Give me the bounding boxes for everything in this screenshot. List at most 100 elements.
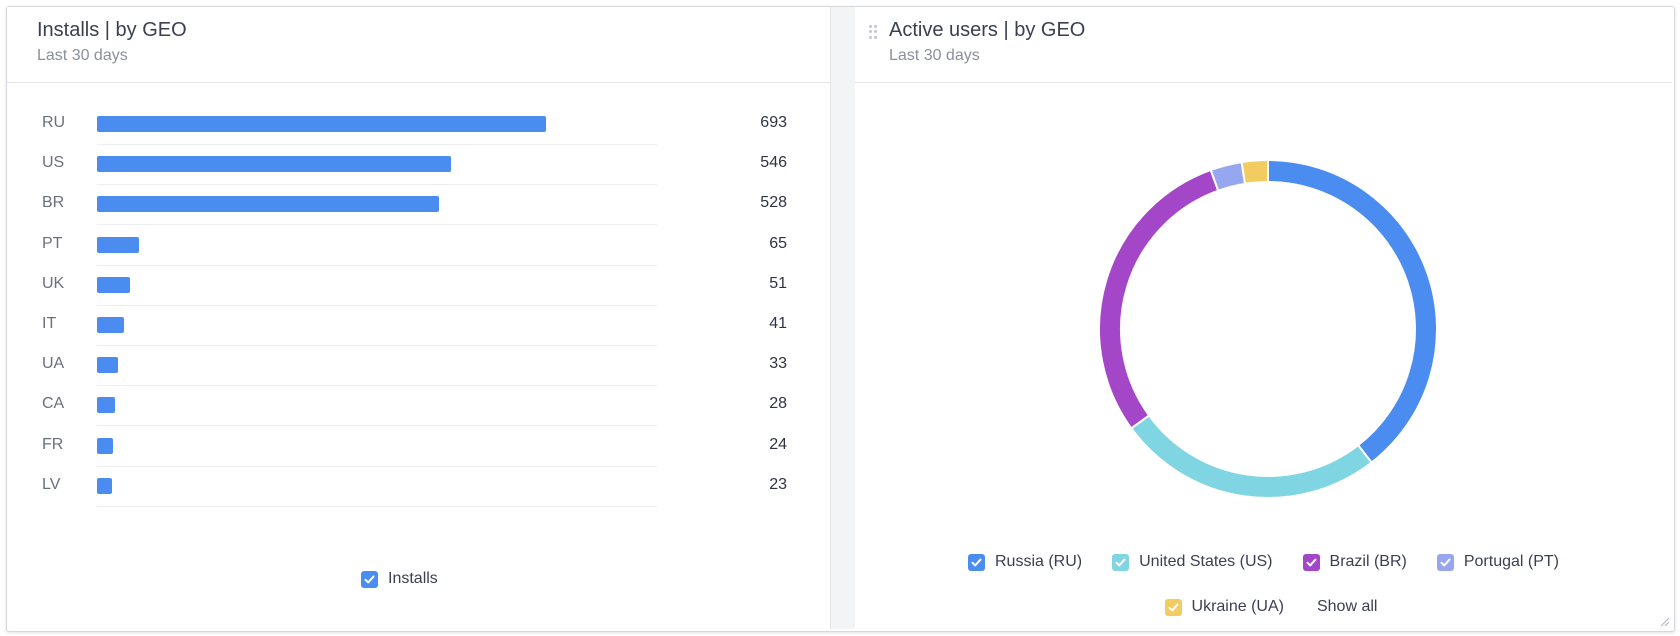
panel-divider (830, 7, 856, 629)
category-label: IT (42, 315, 57, 332)
bar-track (97, 397, 657, 414)
row-separator (97, 465, 657, 467)
category-label: CA (42, 395, 65, 413)
donut-slice[interactable] (1240, 158, 1269, 185)
bar-row: RU 693 (7, 102, 830, 145)
row-separator (97, 345, 657, 346)
value-label: 41 (769, 315, 787, 332)
donut-slice[interactable] (1129, 414, 1373, 499)
panel-subtitle: Last 30 days (889, 47, 980, 64)
resize-grip-icon[interactable] (1658, 615, 1670, 627)
category-label: RU (42, 114, 66, 131)
value-label: 65 (769, 234, 787, 252)
row-separator (97, 505, 657, 507)
bar[interactable] (97, 317, 124, 333)
panel-subtitle: Last 30 days (37, 47, 128, 64)
bar-track (97, 236, 657, 253)
category-label: US (42, 154, 65, 172)
checkbox-icon[interactable] (1436, 553, 1454, 571)
checkbox-icon[interactable] (1302, 553, 1320, 571)
bar-track (97, 437, 657, 454)
bar[interactable] (97, 477, 112, 494)
value-label: 546 (760, 154, 787, 172)
row-separator (97, 184, 657, 186)
bar-row: LV 23 (7, 464, 830, 507)
legend-item[interactable]: Portugal (PT) (1436, 553, 1559, 571)
active-users-by-geo-panel: Active users | by GEO Last 30 days Russi… (855, 7, 1672, 629)
bar-row: PT 65 (7, 223, 830, 266)
active-users-donut-chart (855, 7, 1672, 629)
checkbox-icon[interactable] (1112, 553, 1130, 571)
bar[interactable] (97, 437, 113, 454)
donut-svg (1098, 158, 1438, 499)
bar[interactable] (97, 196, 440, 213)
bar-row: FR 24 (7, 424, 830, 467)
panel-title: Installs | by GEO (37, 19, 187, 41)
value-label: 33 (769, 355, 787, 373)
bar[interactable] (97, 156, 451, 173)
show-all-link[interactable]: Show all (1316, 598, 1378, 615)
bar-track (97, 156, 657, 173)
bar-track (97, 357, 657, 374)
checkbox-icon[interactable] (968, 553, 985, 571)
bar[interactable] (97, 357, 119, 374)
row-separator (97, 425, 657, 427)
row-separator (97, 224, 657, 226)
donut-slice[interactable] (1209, 160, 1247, 192)
panel-header: Active users | by GEO Last 30 days (855, 7, 1672, 83)
row-separator (97, 144, 657, 145)
installs-by-geo-panel: Installs | by GEO Last 30 days RU 693 US 54… (7, 7, 830, 629)
bar-row: IT 41 (7, 303, 830, 346)
row-separator (97, 385, 657, 387)
bar-row: UA 33 (7, 343, 830, 387)
bar-row: US 546 (7, 142, 830, 186)
bar[interactable] (97, 397, 116, 414)
bar-row: UK 51 (7, 263, 830, 306)
value-label: 51 (769, 274, 787, 292)
bar[interactable] (97, 116, 547, 132)
legend-item[interactable]: United States (US) (1112, 553, 1273, 571)
donut-slice[interactable] (1267, 158, 1438, 464)
bar[interactable] (97, 236, 140, 253)
value-label: 693 (760, 114, 787, 131)
value-label: 23 (769, 475, 787, 493)
bar-track (97, 116, 657, 132)
bar-row: CA 28 (7, 383, 830, 427)
donut-legend: Russia (RU) United States (US) Brazil (BR)… (855, 553, 1672, 571)
panel-title: Active users | by GEO (889, 19, 1086, 41)
value-label: 528 (760, 194, 787, 212)
category-label: BR (42, 194, 65, 212)
legend-item-installs[interactable]: Installs (361, 569, 438, 589)
legend-label: Portugal (PT) (1463, 553, 1559, 570)
donut-slice[interactable] (1098, 168, 1220, 430)
bar-row: BR 528 (7, 182, 830, 226)
category-label: UK (42, 274, 65, 292)
drag-handle-icon[interactable] (869, 25, 877, 39)
row-separator (97, 304, 657, 306)
category-label: LV (42, 475, 61, 493)
value-label: 28 (769, 395, 787, 413)
legend-label: Russia (RU) (995, 553, 1083, 570)
legend-label: United States (US) (1139, 553, 1273, 570)
panel-header: Installs | by GEO Last 30 days (7, 7, 830, 83)
checkbox-icon[interactable] (1164, 598, 1182, 616)
category-label: UA (42, 355, 65, 373)
bar-track (97, 276, 657, 293)
legend-label: Brazil (BR) (1329, 553, 1407, 570)
legend-label: Installs (388, 570, 438, 587)
legend-item[interactable]: Ukraine (UA) (1164, 598, 1284, 616)
bar-track (97, 196, 657, 213)
bar-track (97, 477, 657, 494)
legend-label: Ukraine (UA) (1191, 598, 1284, 615)
installs-bar-chart: RU 693 US 546 BR 528 PT 65 UK 51 IT 41 UA 33 CA 28 FR 24 L… (7, 7, 830, 629)
bar-track (97, 317, 657, 333)
legend-item[interactable]: Brazil (BR) (1302, 553, 1407, 571)
bar[interactable] (97, 276, 131, 293)
checkbox-icon[interactable] (361, 570, 378, 588)
category-label: PT (42, 234, 63, 252)
row-separator (97, 264, 657, 266)
value-label: 24 (769, 435, 787, 453)
donut-legend-row-2: Ukraine (UA) Show all (855, 598, 1672, 616)
legend-item[interactable]: Russia (RU) (968, 553, 1082, 571)
category-label: FR (42, 435, 64, 453)
